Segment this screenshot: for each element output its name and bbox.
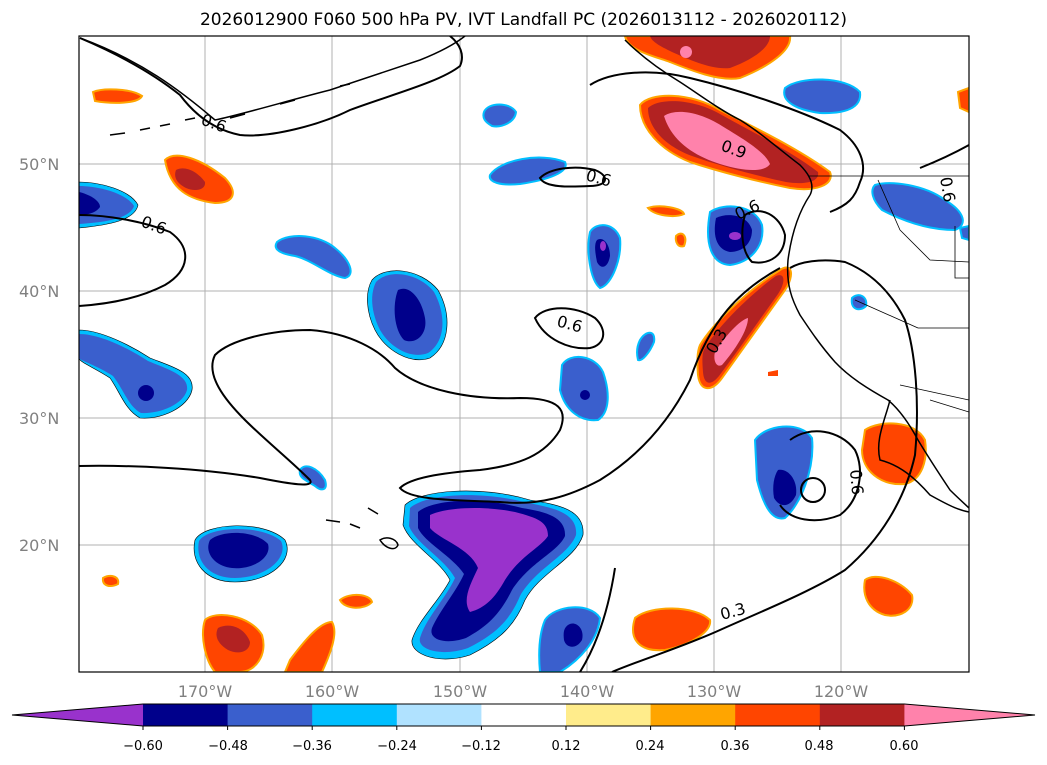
- colorbar-tick-label: 0.12: [552, 739, 581, 754]
- positive-pv-anomaly-gulf-of-alaska: [623, 36, 832, 191]
- lon-label: 170°W: [178, 682, 233, 701]
- colorbar-segment: [481, 704, 567, 726]
- negative-pv-anomaly-central: [367, 270, 448, 360]
- map-plot-area: 0.6 0.6 0.6 0.6 0.6 0.9 0.6 0.3 0.6 0.3: [79, 36, 969, 672]
- plot-frame: [78, 35, 970, 673]
- colorbar-segment: [312, 704, 398, 726]
- colorbar-ticks: −0.60 −0.48 −0.36 −0.24 −0.12 0.12 0.24 …: [123, 739, 918, 754]
- colorbar-tick-label: 0.36: [721, 739, 750, 754]
- colorbar-segment: [143, 704, 229, 726]
- contour-label: 0.6: [846, 469, 867, 496]
- lon-label: 150°W: [433, 682, 488, 701]
- probability-contours: [79, 36, 969, 672]
- colorbar-tick-label: −0.24: [377, 739, 417, 754]
- colorbar-tick-label: 0.24: [636, 739, 665, 754]
- colorbar-segment: [227, 704, 313, 726]
- negative-pv-anomaly-west-edge: [79, 329, 193, 419]
- negative-pv-anomaly-subtropical: [402, 490, 584, 660]
- colorbar-segment: [396, 704, 482, 726]
- lon-label: 140°W: [560, 682, 615, 701]
- colorbar-segment: [819, 704, 905, 726]
- lat-label: 20°N: [19, 536, 59, 555]
- colorbar-tick-label: −0.60: [123, 739, 163, 754]
- positive-pv-anomaly-atmospheric-river: [696, 266, 792, 390]
- colorbar: [11, 703, 1036, 730]
- longitude-labels: 170°W 160°W 150°W 140°W 130°W 120°W: [178, 682, 869, 701]
- lon-label: 120°W: [814, 682, 869, 701]
- lat-label: 30°N: [19, 409, 59, 428]
- lat-label: 50°N: [19, 155, 59, 174]
- lon-label: 160°W: [305, 682, 360, 701]
- positive-pv-anomaly-small: [91, 86, 969, 672]
- colorbar-extension-high: [904, 704, 1035, 726]
- political-borders: [808, 175, 969, 413]
- contour-label: 0.6: [936, 175, 959, 203]
- colorbar-tick-label: 0.48: [805, 739, 834, 754]
- lon-label: 130°W: [687, 682, 742, 701]
- lat-label: 40°N: [19, 282, 59, 301]
- colorbar-segment: [735, 704, 821, 726]
- map-title: 2026012900 F060 500 hPa PV, IVT Landfall…: [199, 10, 847, 30]
- colorbar-tick-label: −0.36: [292, 739, 332, 754]
- latitude-labels: 50°N 40°N 30°N 20°N: [19, 155, 59, 555]
- colorbar-tick-label: −0.12: [461, 739, 501, 754]
- negative-pv-anomaly-small: [274, 78, 969, 672]
- coastlines: [79, 36, 969, 550]
- colorbar-tick-label: 0.60: [890, 739, 919, 754]
- positive-pv-anomaly-baja: [860, 422, 927, 617]
- colorbar-segment: [566, 704, 652, 726]
- colorbar-segment: [650, 704, 736, 726]
- colorbar-extension-low: [12, 704, 143, 726]
- negative-pv-anomaly-west: [193, 525, 288, 583]
- colorbar-tick-label: −0.48: [208, 739, 248, 754]
